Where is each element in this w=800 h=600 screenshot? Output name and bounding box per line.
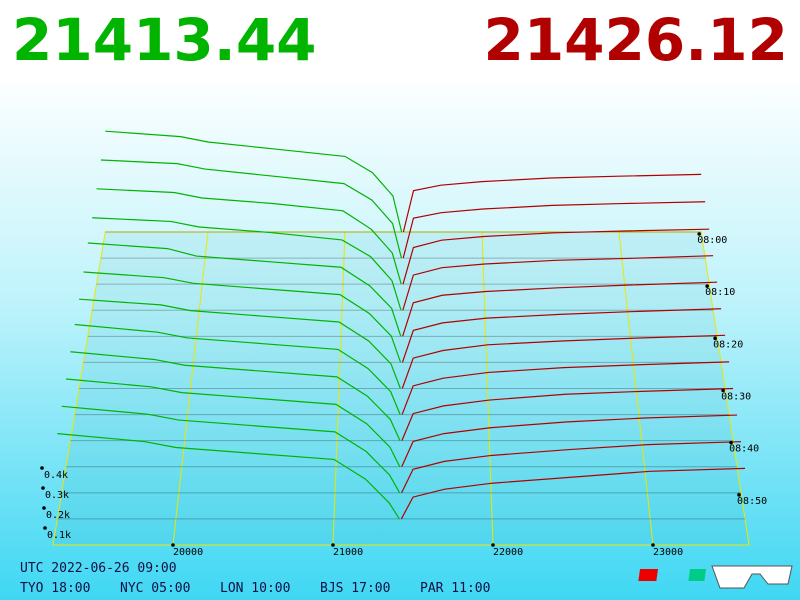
3d-glasses-icon — [638, 565, 793, 589]
bid-depth-line — [96, 188, 402, 285]
bid-depth-line — [79, 298, 401, 389]
z-tick-label: 0.3k — [45, 490, 69, 501]
time-tick-label: 08:40 — [729, 444, 759, 455]
ask-depth-line — [402, 201, 706, 259]
ask-depth-line — [402, 281, 718, 337]
z-tick — [41, 486, 45, 490]
floor — [52, 231, 750, 546]
ask-depth-line — [401, 387, 734, 441]
bid-depth-line — [57, 433, 400, 520]
x-tick — [171, 543, 175, 547]
time-tick-label: 08:00 — [697, 235, 727, 246]
ask-depth-line — [400, 467, 746, 520]
ask-depth-line — [402, 255, 714, 311]
time-tick-label: 08:10 — [705, 287, 735, 298]
time-tick-label: 08:20 — [713, 339, 743, 350]
x-tick — [651, 543, 655, 547]
bid-depth-line — [87, 242, 402, 337]
time-tick — [697, 232, 701, 236]
city-time: LON 10:00 — [220, 581, 290, 596]
utc-time: UTC 2022-06-26 09:00 — [20, 561, 177, 576]
city-time: NYC 05:00 — [120, 581, 190, 596]
ask-depth-line — [401, 308, 722, 363]
bid-depth-line — [61, 405, 401, 494]
time-tick — [737, 493, 741, 497]
bid-price: 21413.44 — [12, 6, 317, 74]
city-times: TYO 18:00 NYC 05:00 LON 10:00 BJS 17:00 PAR … — [20, 581, 490, 596]
ask-price: 21426.12 — [483, 6, 788, 74]
time-tick-label: 08:30 — [721, 392, 751, 403]
time-tick — [713, 336, 717, 341]
z-tick-label: 0.1k — [47, 530, 71, 541]
time-tick-label: 08:50 — [737, 496, 767, 507]
bid-depth-line — [105, 130, 403, 233]
city-time: TYO 18:00 — [20, 581, 90, 596]
x-tick — [491, 543, 495, 547]
bid-depth-line — [66, 378, 401, 468]
city-time: BJS 17:00 — [320, 581, 390, 596]
x-tick — [331, 543, 335, 547]
bid-depth-line — [70, 351, 401, 441]
x-tick-label: 20000 — [173, 547, 203, 558]
z-tick — [42, 506, 46, 510]
time-tick — [721, 388, 725, 393]
grid-line — [618, 231, 654, 546]
x-tick-label: 23000 — [653, 547, 683, 558]
city-time: PAR 11:00 — [420, 581, 490, 596]
ask-depth-line — [401, 414, 738, 467]
x-tick-label: 22000 — [493, 547, 523, 558]
ask-depth-line — [401, 361, 730, 415]
time-tick — [705, 284, 709, 288]
grid-line — [481, 231, 494, 546]
bid-depth-line — [83, 271, 402, 363]
z-tick-label: 0.2k — [46, 510, 70, 521]
bid-depth-line — [74, 323, 401, 415]
ask-depth-line — [401, 334, 726, 389]
z-tick-label: 0.4k — [44, 470, 68, 481]
z-tick — [43, 526, 47, 530]
ask-depth-line — [402, 228, 710, 285]
time-tick — [729, 440, 733, 445]
x-tick-label: 21000 — [333, 547, 363, 558]
bid-depth-line — [92, 217, 402, 311]
z-tick — [40, 466, 44, 470]
bid-depth-line — [100, 159, 403, 259]
ask-depth-line — [402, 173, 702, 233]
ask-depth-line — [401, 441, 742, 494]
grid-line — [332, 231, 346, 546]
plot: 20000 21000 22000 23000 0.1k 0.2k 0.3k 0.4k 08:0… — [40, 130, 767, 558]
